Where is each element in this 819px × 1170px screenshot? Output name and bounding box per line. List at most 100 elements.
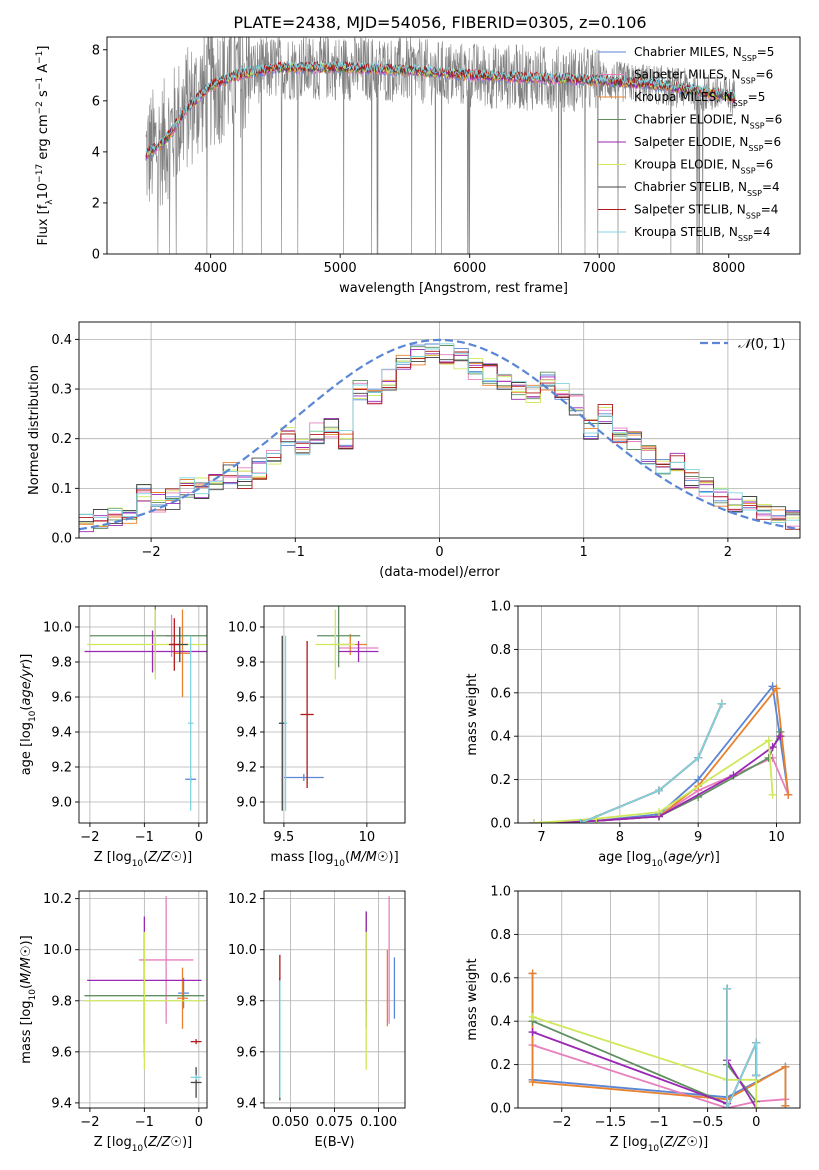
plot-area-residuals xyxy=(79,338,800,533)
x-tick-label: 6000 xyxy=(453,261,486,276)
figure-title: PLATE=2438, MJD=54056, FIBERID=0305, z=0… xyxy=(233,13,646,32)
x-axis-label: mass [log10(M/M☉)] xyxy=(270,850,398,869)
y-tick-label: 9.6 xyxy=(236,1045,257,1060)
axes-frame xyxy=(263,605,406,824)
y-tick-label: 9.6 xyxy=(51,691,72,706)
errorbar-kroupa-miles xyxy=(177,967,188,1029)
axes-age-vs-mass: 9.5 10 9.0 9.2 9.4 9.6 9.8 10.0 mass [log10(M/M☉… xyxy=(228,605,406,869)
x-tick-label: −2 xyxy=(552,1115,571,1130)
x-tick-label: −1 xyxy=(649,1115,668,1130)
errorbar-salpeter-elodie xyxy=(84,630,207,673)
panel-spectrum xyxy=(145,37,736,254)
data-point-marker xyxy=(764,753,773,762)
errorbar-kroupa-stelib xyxy=(283,635,288,811)
errorbar-salpeter-elodie xyxy=(338,641,379,662)
axes-frame xyxy=(78,605,208,824)
data-point-marker xyxy=(781,1101,790,1108)
legend: 𝒩(0, 1) xyxy=(700,337,785,352)
panel-mass-vs-Z xyxy=(79,891,207,1108)
data-point-marker xyxy=(655,808,663,817)
y-tick-label: 0.2 xyxy=(51,432,72,447)
legend-entry: Salpeter STELIB, NSSP=4 xyxy=(634,203,778,221)
axes-mass-weight-vs-Z: −2 −1.5 −1 −0.5 0 0.0 0.2 0.4 0.6 0.8 1.0 Z [log10(… xyxy=(465,885,801,1154)
data-point-marker xyxy=(752,1038,761,1047)
x-tick-label: −1.5 xyxy=(595,1115,627,1130)
panel-mass-weight-vs-Z xyxy=(518,890,800,1109)
y-tick-label: 8 xyxy=(92,43,100,58)
x-tick-label: 7 xyxy=(537,830,545,845)
series-line xyxy=(580,703,723,823)
errorbar-chabrier-elodie xyxy=(317,606,361,668)
legend-entry: Kroupa MILES, NSSP=5 xyxy=(634,90,765,108)
series-kroupa-stelib xyxy=(576,699,726,823)
data-point-marker xyxy=(752,1104,761,1108)
plot-area-mass-vs-ebv xyxy=(279,896,396,1101)
x-tick-label: 0.075 xyxy=(316,1115,353,1130)
y-tick-label: 0.4 xyxy=(51,333,72,348)
axes-frame xyxy=(106,36,801,255)
y-tick-label: 4 xyxy=(92,145,100,160)
panel-age-vs-mass xyxy=(264,606,405,823)
legend-entry: 𝒩(0, 1) xyxy=(738,337,785,352)
series-chabrier-elodie xyxy=(528,1017,761,1108)
y-tick-label: 0.4 xyxy=(490,730,511,745)
errorbar-kroupa-stelib xyxy=(190,1074,202,1080)
data-point-marker xyxy=(576,819,585,823)
observed-spectrum-line xyxy=(145,37,736,254)
y-tick-label: 9.4 xyxy=(236,1096,257,1111)
data-point-marker xyxy=(694,753,703,762)
y-tick-label: 0.8 xyxy=(490,928,511,943)
y-axis-label: mass [log10(M/M☉)] xyxy=(19,935,38,1063)
x-tick-label: 0.100 xyxy=(360,1115,397,1130)
axes-residuals: −2 −1 0 1 2 0.0 0.1 0.2 0.3 0.4 (data-model)/error… xyxy=(27,321,801,580)
x-axis-label: Z [log10(Z/Z☉)] xyxy=(94,850,193,869)
plot-area-spectrum xyxy=(145,37,736,254)
y-tick-label: 1.0 xyxy=(490,885,511,900)
errorbar-kroupa-miles xyxy=(174,609,191,697)
data-point-marker xyxy=(655,786,663,795)
x-tick-label: 2 xyxy=(724,545,732,560)
y-tick-label: 9.8 xyxy=(236,656,257,671)
y-tick-label: 9.0 xyxy=(236,796,257,811)
y-tick-label: 0.1 xyxy=(51,482,72,497)
axes-spectrum: 4000 5000 6000 7000 8000 0 2 4 6 8 wavelength [Ang… xyxy=(35,36,801,296)
y-tick-label: 0.0 xyxy=(490,1102,511,1117)
y-tick-label: 0 xyxy=(92,248,100,263)
plot-area-mass-vs-Z xyxy=(84,896,205,1098)
data-point-marker xyxy=(729,771,738,780)
x-tick-label: 8 xyxy=(616,830,624,845)
y-tick-label: 0.0 xyxy=(490,817,511,832)
axes-mass-vs-ebv: 0.050 0.075 0.100 9.4 9.6 9.8 10.0 10.2 E(B-V) xyxy=(228,890,406,1150)
errorbar-salpeter-miles xyxy=(138,896,194,1024)
series-line xyxy=(533,731,782,823)
series-line xyxy=(596,686,790,822)
y-tick-label: 9.2 xyxy=(51,761,72,776)
x-tick-label: 9.5 xyxy=(274,830,295,845)
data-point-marker xyxy=(723,1104,732,1108)
data-point-marker xyxy=(723,984,732,993)
data-point-marker xyxy=(529,819,538,823)
x-tick-label: 0.050 xyxy=(272,1115,309,1130)
y-tick-label: 0.8 xyxy=(490,643,511,658)
x-tick-label: 10 xyxy=(768,830,785,845)
data-point-marker xyxy=(768,790,777,799)
series-line xyxy=(580,703,723,823)
panel-mass-weight-vs-age xyxy=(518,605,800,824)
gaussian-curve xyxy=(79,338,800,531)
y-tick-label: 1.0 xyxy=(490,600,511,615)
y-axis-label: mass weight xyxy=(465,958,480,1040)
panel-age-vs-Z xyxy=(79,606,207,823)
data-point-marker xyxy=(528,1028,537,1037)
plot-area-age-vs-Z xyxy=(84,606,207,811)
x-tick-label: −2 xyxy=(80,1115,99,1130)
y-tick-label: 9.8 xyxy=(51,994,72,1009)
x-tick-label: 0 xyxy=(752,1115,760,1130)
x-tick-label: −0.5 xyxy=(692,1115,724,1130)
errorbar-chabrier-miles xyxy=(283,774,324,781)
errorbar-kroupa-elodie xyxy=(84,931,205,1070)
model-line-kroupa-stelib xyxy=(145,59,736,156)
series-kroupa-stelib xyxy=(723,984,761,1108)
axes-age-vs-Z: −2 −1 0 9.0 9.2 9.4 9.6 9.8 10.0 Z [log10(Z/Z☉)] a… xyxy=(19,605,208,869)
y-tick-label: 10.0 xyxy=(43,621,72,636)
x-tick-label: −1 xyxy=(135,1115,154,1130)
